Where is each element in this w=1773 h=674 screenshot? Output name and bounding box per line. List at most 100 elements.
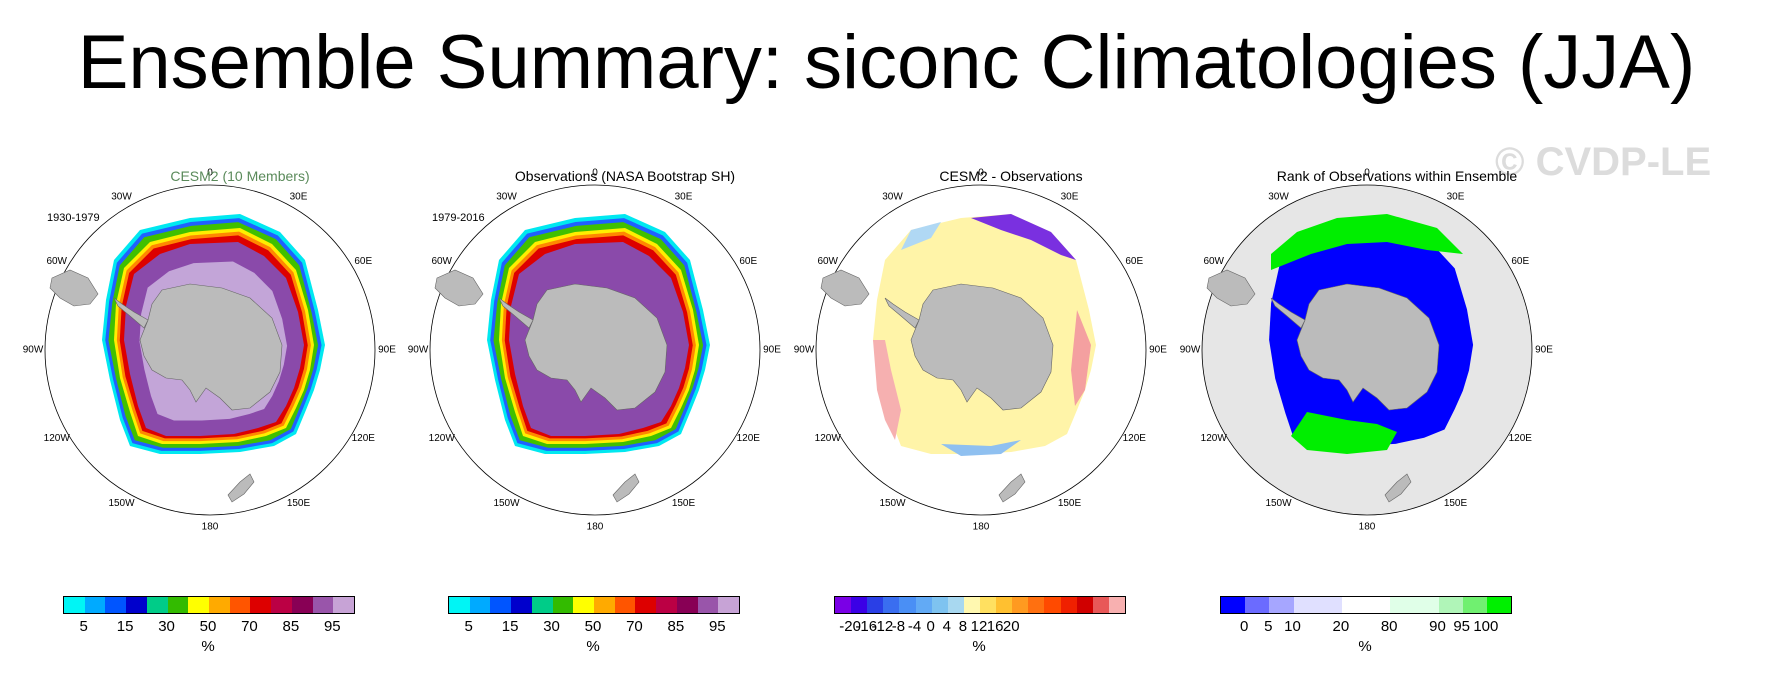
diff-negative-region [941, 440, 1021, 456]
colorbar-units: % [1358, 638, 1372, 655]
panel-title: Observations (NASA Bootstrap SH) [514, 168, 736, 184]
lon-label: 90W [23, 345, 44, 356]
colorbar-swatch [64, 597, 85, 613]
colorbar-swatch [1438, 597, 1463, 613]
lon-label: 30E [290, 191, 308, 202]
colorbar-swatch [291, 597, 313, 613]
colorbar-swatch [511, 597, 532, 613]
colorbar-tick-label: 30 [158, 618, 175, 635]
colorbar-tick-label: 80 [1380, 618, 1398, 635]
colorbar-swatch [229, 597, 251, 613]
colorbar-swatch [167, 597, 189, 613]
colorbar-tick-label: 95 [1453, 618, 1470, 635]
colorbar-tick-label: 20 [1332, 618, 1350, 635]
panel-difference: 0 30E 60E 90E 120E 150E 180 150W 120W 90W 60W 30W C… [794, 160, 1226, 660]
lon-label: 30W [1268, 191, 1289, 202]
colorbar-swatch [996, 597, 1013, 613]
polar-map: 0 30E 60E 90E 120E 150E 180 150W 120W 90W 60W 30W [1180, 168, 1554, 533]
south-america-landmass [1206, 269, 1256, 307]
rank-high-region [1291, 412, 1397, 454]
colorbar-swatch [1108, 597, 1125, 613]
colorbar-tick-label: 30 [543, 618, 560, 635]
lon-label: 60E [1511, 256, 1529, 267]
lon-label: 180 [587, 522, 604, 533]
colorbar-tick-label: 5 [79, 618, 88, 635]
lon-label: 60W [817, 256, 838, 267]
colorbar-swatch [490, 597, 512, 613]
colorbar-swatch [1092, 597, 1109, 613]
colorbar-tick-label: 50 [199, 618, 217, 635]
colorbar-swatch [1012, 597, 1029, 613]
colorbar-swatch [915, 597, 932, 613]
lon-label: 30E [1447, 191, 1465, 202]
south-america-landmass [820, 269, 870, 307]
lon-label: 0 [592, 168, 598, 179]
colorbar-tick-label: -20 [839, 618, 861, 635]
panel-title: CESM2 - Observations [939, 168, 1083, 184]
new-zealand-landmass [998, 473, 1026, 503]
colorbar-tick-label: 10 [1284, 618, 1301, 635]
colorbar-units: % [586, 638, 600, 655]
colorbar-tick-label: 70 [241, 618, 258, 635]
colorbar-swatch [1269, 597, 1294, 613]
colorbar-swatch [250, 597, 272, 613]
colorbar-tick-label: 70 [626, 618, 643, 635]
lon-label: 150W [1265, 498, 1292, 509]
diff-positive-region [1071, 310, 1091, 406]
colorbar-swatch [883, 597, 900, 613]
lon-label: 90E [763, 345, 781, 356]
colorbar-swatch [126, 597, 147, 613]
colorbar-swatch [1341, 597, 1367, 613]
antarctic-peninsula [113, 297, 149, 329]
colorbar-tick-label: 16 [986, 618, 1004, 635]
colorbar-tick-label: 5 [1264, 618, 1273, 635]
colorbar-swatch [718, 597, 740, 613]
lon-label: 150E [672, 498, 696, 509]
lon-label: 180 [202, 522, 219, 533]
lon-label: 120E [1123, 433, 1147, 444]
south-america-landmass [49, 269, 99, 307]
lon-label: 30W [882, 191, 903, 202]
panel-title: Rank of Observations within Ensemble [1276, 168, 1518, 184]
lon-label: 90E [378, 345, 396, 356]
polar-map: 0 30E 60E 90E 120E 150E 180 150W 120W 90W 60W 30W [23, 168, 397, 533]
colorbar-swatch [1462, 597, 1487, 613]
diff-positive-region [873, 340, 901, 440]
lon-label: 0 [207, 168, 213, 179]
lon-label: 0 [978, 168, 984, 179]
panel-title: CESM2 (10 Members) [170, 168, 310, 184]
colorbar-swatch [851, 597, 868, 613]
lon-label: 150E [1444, 498, 1468, 509]
lon-label: 90E [1149, 345, 1167, 356]
south-america-landmass [434, 269, 484, 307]
colorbar-tick-label: -16 [855, 618, 878, 635]
panel-cesm2: 0 30E 60E 90E 120E 150E 180 150W 120W 90W 60W 30W C… [23, 160, 455, 660]
colorbar-swatch [312, 597, 334, 613]
colorbar-units: % [972, 638, 986, 655]
colorbar-swatch [531, 597, 553, 613]
colorbar-tick-label: 15 [116, 618, 134, 635]
colorbar-swatch [105, 597, 127, 613]
antarctica-landmass [1296, 283, 1440, 411]
period-label: 1979-2016 [432, 212, 485, 224]
colorbar-swatch [1028, 597, 1045, 613]
colorbar-tick-label: 90 [1429, 618, 1446, 635]
antarctica-landmass [524, 283, 668, 411]
colorbar [1220, 596, 1512, 614]
lon-label: 120W [815, 433, 842, 444]
colorbar-swatch [697, 597, 719, 613]
new-zealand-landmass [612, 473, 640, 503]
colorbar-tick-label: 95 [708, 618, 726, 635]
colorbar-tick-label: -4 [907, 618, 922, 635]
lon-label: 30W [111, 191, 132, 202]
period-label: 1930-1979 [47, 212, 100, 224]
lon-label: 0 [1364, 168, 1370, 179]
colorbar-swatch [1245, 597, 1270, 613]
colorbar-swatch [931, 597, 948, 613]
colorbar-swatch [1293, 597, 1318, 613]
antarctica-landmass [139, 283, 283, 411]
lon-label: 30W [496, 191, 517, 202]
colorbar-swatch [835, 597, 852, 613]
colorbar-tick-label: 12 [970, 618, 988, 635]
lon-label: 120E [1509, 433, 1533, 444]
